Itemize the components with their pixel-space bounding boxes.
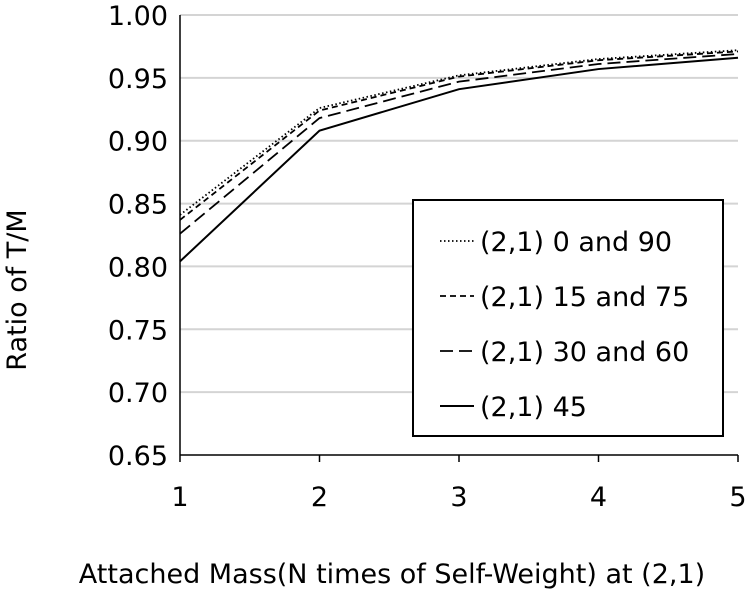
y-tick-label: 0.90 [108,127,168,158]
y-tick-label: 1.00 [108,1,168,32]
axes [179,15,739,462]
legend-label: (2,1) 15 and 75 [480,282,689,313]
legend: (2,1) 0 and 90 (2,1) 15 and 75 (2,1) 30 an… [412,199,724,437]
legend-label: (2,1) 0 and 90 [480,227,672,258]
x-axis-title: Attached Mass(N times of Self-Weight) at… [79,559,705,590]
series-lines [179,49,739,263]
y-tick-label: 0.70 [108,378,168,409]
y-axis-title: Ratio of T/M [2,209,33,370]
x-tick-label: 1 [171,482,188,513]
series-line [179,49,739,216]
y-tick-label: 0.85 [108,190,168,221]
x-tick-label: 4 [590,482,607,513]
tick-labels: 0.65 0.70 0.75 0.80 0.85 0.90 0.95 1.00 1 2 3 4 5 [108,1,746,513]
series-line [179,50,739,221]
y-tick-label: 0.65 [108,441,168,472]
y-tick-label: 0.80 [108,252,168,283]
x-tick-label: 2 [311,482,328,513]
series-line [179,53,739,235]
legend-label: (2,1) 45 [480,392,587,423]
x-tick-label: 5 [729,482,746,513]
y-tick-label: 0.75 [108,315,168,346]
series-line [179,56,739,263]
legend-label: (2,1) 30 and 60 [480,337,689,368]
x-tick-label: 3 [450,482,467,513]
y-tick-label: 0.95 [108,64,168,95]
legend-box [412,199,724,437]
